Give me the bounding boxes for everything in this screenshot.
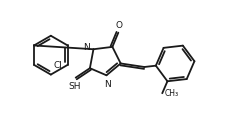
Text: Cl: Cl	[54, 61, 62, 70]
Text: O: O	[115, 21, 122, 30]
Text: CH₃: CH₃	[164, 89, 178, 98]
Text: SH: SH	[68, 82, 81, 91]
Text: N: N	[83, 43, 90, 52]
Text: N: N	[104, 81, 111, 90]
